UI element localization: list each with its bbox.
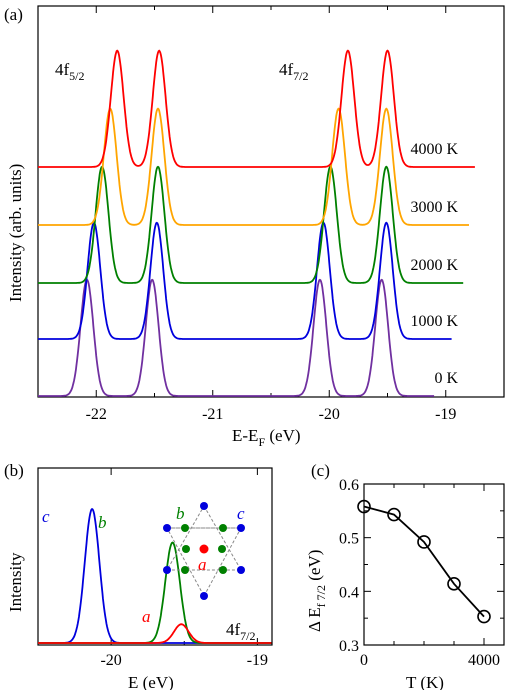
panel-c-xlabel: T (K): [406, 673, 444, 690]
lattice-sites: [163, 502, 245, 600]
site-c: [237, 566, 245, 574]
inset-label-c: c: [237, 504, 245, 523]
y-tick-label: 0.5: [339, 531, 359, 548]
lattice-inset: b c a: [163, 502, 245, 600]
panel-b-label: (b): [4, 461, 24, 480]
annotation-4f72: 4f7/2: [279, 60, 309, 83]
series-label: 4000 K: [410, 141, 458, 158]
site-b: [182, 545, 190, 553]
data-point: [387, 507, 401, 522]
series-line: [38, 221, 452, 340]
data-point: [477, 609, 491, 624]
series-label: 0 K: [434, 370, 458, 387]
x-tick-label: -21: [202, 406, 223, 423]
annotation-4f52: 4f5/2: [55, 60, 85, 83]
x-tick-label: 0: [360, 652, 368, 669]
lattice-triangle-down: [166, 527, 242, 598]
panel-c: (c) 0.3 0.4 0.5 0.6 0 4000 T (K) Δ Ef 7/2 (eV…: [305, 461, 505, 690]
lattice-lines: [166, 505, 242, 598]
series-line: [38, 49, 475, 168]
site-c: [200, 592, 208, 600]
site-c: [163, 524, 171, 532]
panel-a-legend: 0 K 1000 K 2000 K 3000 K 4000 K: [410, 141, 458, 387]
panel-b-ylabel: Intensity: [6, 552, 25, 612]
curve-label-c: c: [42, 507, 50, 526]
panel-a: (a) -22 -21 -20 -19 0 K 1000 K 2000 K 3000 K 40…: [4, 5, 505, 449]
data-point: [357, 499, 371, 514]
y-tick-label: 0.4: [339, 584, 359, 601]
panel-a-label: (a): [4, 5, 23, 24]
inset-label-b: b: [176, 504, 185, 523]
panel-b-annotation: 4f7/2: [226, 620, 256, 643]
y-tick-label: 0.6: [339, 477, 359, 494]
site-b: [181, 524, 189, 532]
series-label: 3000 K: [410, 199, 458, 216]
x-tick-label: 4000: [468, 652, 500, 669]
site-b: [218, 545, 226, 553]
site-c: [163, 566, 171, 574]
panel-a-xlabel: E-EF (eV): [232, 426, 301, 449]
data-point: [447, 577, 461, 591]
curve-label-b: b: [98, 513, 107, 532]
panel-c-data: [357, 499, 491, 624]
panel-c-ylabel: Δ Ef 7/2 (eV): [305, 550, 328, 632]
inset-label-a: a: [198, 555, 207, 574]
series-line: [38, 623, 272, 644]
x-tick-label: -20: [100, 652, 121, 669]
panel-c-frame: [363, 483, 505, 646]
x-tick-label: -22: [86, 406, 107, 423]
site-b: [181, 566, 189, 574]
series-line: [363, 505, 485, 618]
panel-a-curves: [38, 49, 475, 397]
series-label: 2000 K: [410, 257, 458, 274]
series-line: [38, 278, 435, 397]
site-a: [199, 544, 209, 554]
panel-b-frame: [37, 467, 273, 646]
x-tick-label: -20: [319, 406, 340, 423]
x-tick-label: -19: [247, 652, 268, 669]
series-label: 1000 K: [410, 313, 458, 330]
site-b: [219, 566, 227, 574]
site-b: [219, 524, 227, 532]
x-tick-label: -19: [435, 406, 456, 423]
site-c: [200, 502, 208, 510]
lattice-triangle-up: [166, 505, 242, 571]
y-tick-label: 0.3: [339, 638, 359, 655]
panel-b-xlabel: E (eV): [128, 673, 174, 690]
panel-b-curves: [38, 508, 272, 644]
panel-c-ticks: 0.3 0.4 0.5 0.6 0 4000: [339, 477, 504, 669]
panel-c-label: (c): [311, 461, 330, 480]
curve-label-a: a: [142, 607, 151, 626]
panel-a-ylabel: Intensity (arb. units): [6, 164, 25, 302]
series-line: [38, 165, 464, 284]
panel-b: (b) -20 -19 E (eV) Intensity 4f7/2 c b a …: [4, 461, 273, 690]
site-c: [237, 524, 245, 532]
data-point: [417, 535, 431, 549]
